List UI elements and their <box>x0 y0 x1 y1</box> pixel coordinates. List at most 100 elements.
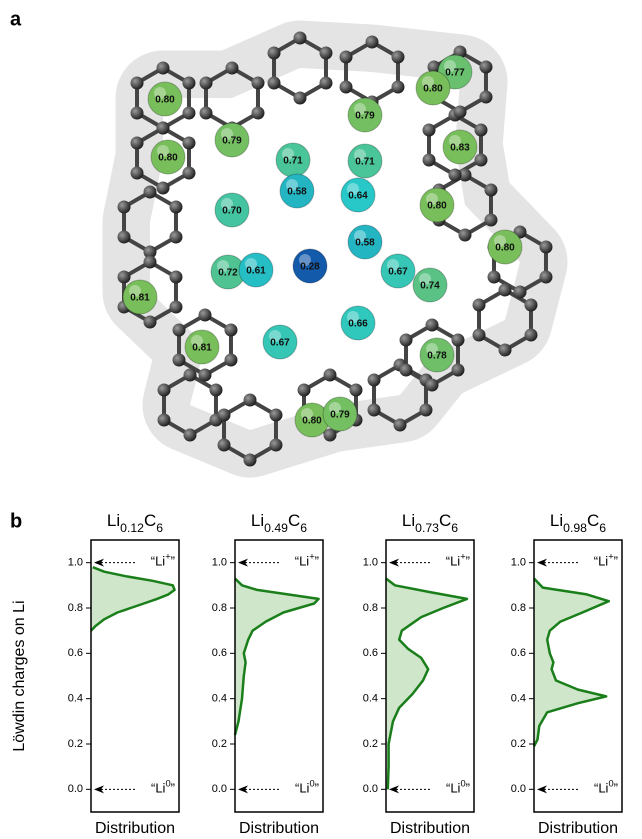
y-tick-label: 0.0 <box>68 783 83 795</box>
carbon-atom <box>118 271 131 284</box>
label: “Li0” <box>295 779 319 796</box>
label: “Li0” <box>594 779 618 796</box>
panel-label: b <box>10 510 22 532</box>
plots: Li0.12C6Löwdin charges on LiDistribution… <box>11 511 622 837</box>
label: “Li+” <box>446 552 470 569</box>
density-area <box>235 579 319 735</box>
carbon-atom <box>368 374 381 387</box>
carbon-atom <box>499 344 512 357</box>
carbon-atom <box>169 231 182 244</box>
label-part: ” <box>466 781 470 796</box>
li-site: 0.78 <box>420 338 454 372</box>
carbon-atom <box>366 36 379 49</box>
y-tick-label: 0.6 <box>212 647 227 659</box>
carbon-atom <box>340 81 353 94</box>
label-part: “Li <box>446 554 461 569</box>
carbon-atom <box>251 77 264 90</box>
y-tick-label: 1.0 <box>511 557 526 569</box>
carbon-atom <box>368 404 381 417</box>
y-tick-label: 0.8 <box>511 602 526 614</box>
carbon-atom <box>244 454 257 467</box>
li-charge-label: 0.80 <box>423 84 443 95</box>
carbon-atom <box>131 167 144 180</box>
carbon-atom <box>182 77 195 90</box>
figure: a b 0.800.790.800.710.580.700.720.610.28… <box>0 0 642 839</box>
label-part: “Li <box>295 554 310 569</box>
label-part: C <box>144 511 156 530</box>
y-tick-label: 0.8 <box>363 602 378 614</box>
carbon-atom <box>218 409 231 422</box>
li-charge-label: 0.80 <box>427 201 447 212</box>
li-charge-label: 0.79 <box>330 410 350 421</box>
carbon-atom <box>224 324 237 337</box>
label-part: “Li <box>151 781 166 796</box>
li-site: 0.58 <box>348 225 382 259</box>
li-site: 0.80 <box>420 188 454 222</box>
carbon-atom <box>426 319 439 332</box>
li-site: 0.80 <box>148 82 182 116</box>
x-axis-label: Distribution <box>390 820 470 837</box>
label: “Li0” <box>151 779 175 796</box>
y-axis-label: Löwdin charges on Li <box>11 600 28 751</box>
density-plot: Li0.73C6Distribution0.00.20.40.60.81.0“L… <box>363 511 474 837</box>
carbon-atom <box>224 354 237 367</box>
label-part: ” <box>315 781 319 796</box>
li-charge-label: 0.58 <box>355 238 375 249</box>
li-charge-label: 0.81 <box>192 343 212 354</box>
carbon-atom <box>269 439 282 452</box>
y-tick-label: 0.2 <box>363 738 378 750</box>
label-part: C <box>439 511 451 530</box>
li-site: 0.28 <box>293 249 327 283</box>
carbon-atom <box>451 364 464 377</box>
li-charge-label: 0.28 <box>300 262 320 273</box>
carbon-atom <box>157 62 170 75</box>
label-part: 0.98 <box>563 521 587 535</box>
label-part: ” <box>171 554 175 569</box>
label-part: 0.12 <box>120 521 144 535</box>
li-charge-label: 0.80 <box>302 416 322 427</box>
li-site: 0.79 <box>215 123 249 157</box>
li-site: 0.74 <box>413 268 447 302</box>
y-tick-label: 0.0 <box>511 783 526 795</box>
carbon-atom <box>488 271 501 284</box>
carbon-atom <box>298 384 311 397</box>
carbon-atom <box>173 324 186 337</box>
carbon-atom <box>226 62 239 75</box>
carbon-atom <box>514 286 527 299</box>
li-site: 0.71 <box>276 143 310 177</box>
label-part: ” <box>614 781 618 796</box>
carbon-atom <box>294 32 307 45</box>
carbon-atom <box>131 137 144 150</box>
carbon-atom <box>169 201 182 214</box>
density-area <box>386 579 467 790</box>
carbon-atom <box>539 241 552 254</box>
carbon-atom <box>209 384 222 397</box>
x-axis-label: Distribution <box>538 820 618 837</box>
density-plot: Li0.49C6Distribution0.00.20.40.60.81.0“L… <box>212 511 323 837</box>
li-site: 0.81 <box>123 280 157 314</box>
carbon-atom <box>199 369 212 382</box>
li-charge-label: 0.78 <box>427 351 447 362</box>
label-part: 6 <box>599 521 606 535</box>
li-site: 0.58 <box>280 174 314 208</box>
label: Li0.73C6 <box>402 511 458 535</box>
carbon-atom <box>182 137 195 150</box>
li-site: 0.64 <box>341 178 375 212</box>
carbon-atom <box>184 429 197 442</box>
carbon-atom <box>400 334 413 347</box>
li-site: 0.80 <box>488 230 522 264</box>
carbon-atom <box>524 329 537 342</box>
label-part: “Li <box>446 781 461 796</box>
carbon-atom <box>200 107 213 120</box>
y-tick-label: 1.0 <box>68 557 83 569</box>
carbon-atom <box>474 124 487 137</box>
carbon-atom <box>144 316 157 329</box>
carbon-atom <box>426 379 439 392</box>
label: Li0.49C6 <box>251 511 307 535</box>
li-charge-label: 0.66 <box>348 319 368 330</box>
carbon-atom <box>184 369 197 382</box>
carbon-atom <box>268 47 281 60</box>
carbon-atom <box>319 47 332 60</box>
label-part: “Li <box>295 781 310 796</box>
carbon-atom <box>324 369 337 382</box>
